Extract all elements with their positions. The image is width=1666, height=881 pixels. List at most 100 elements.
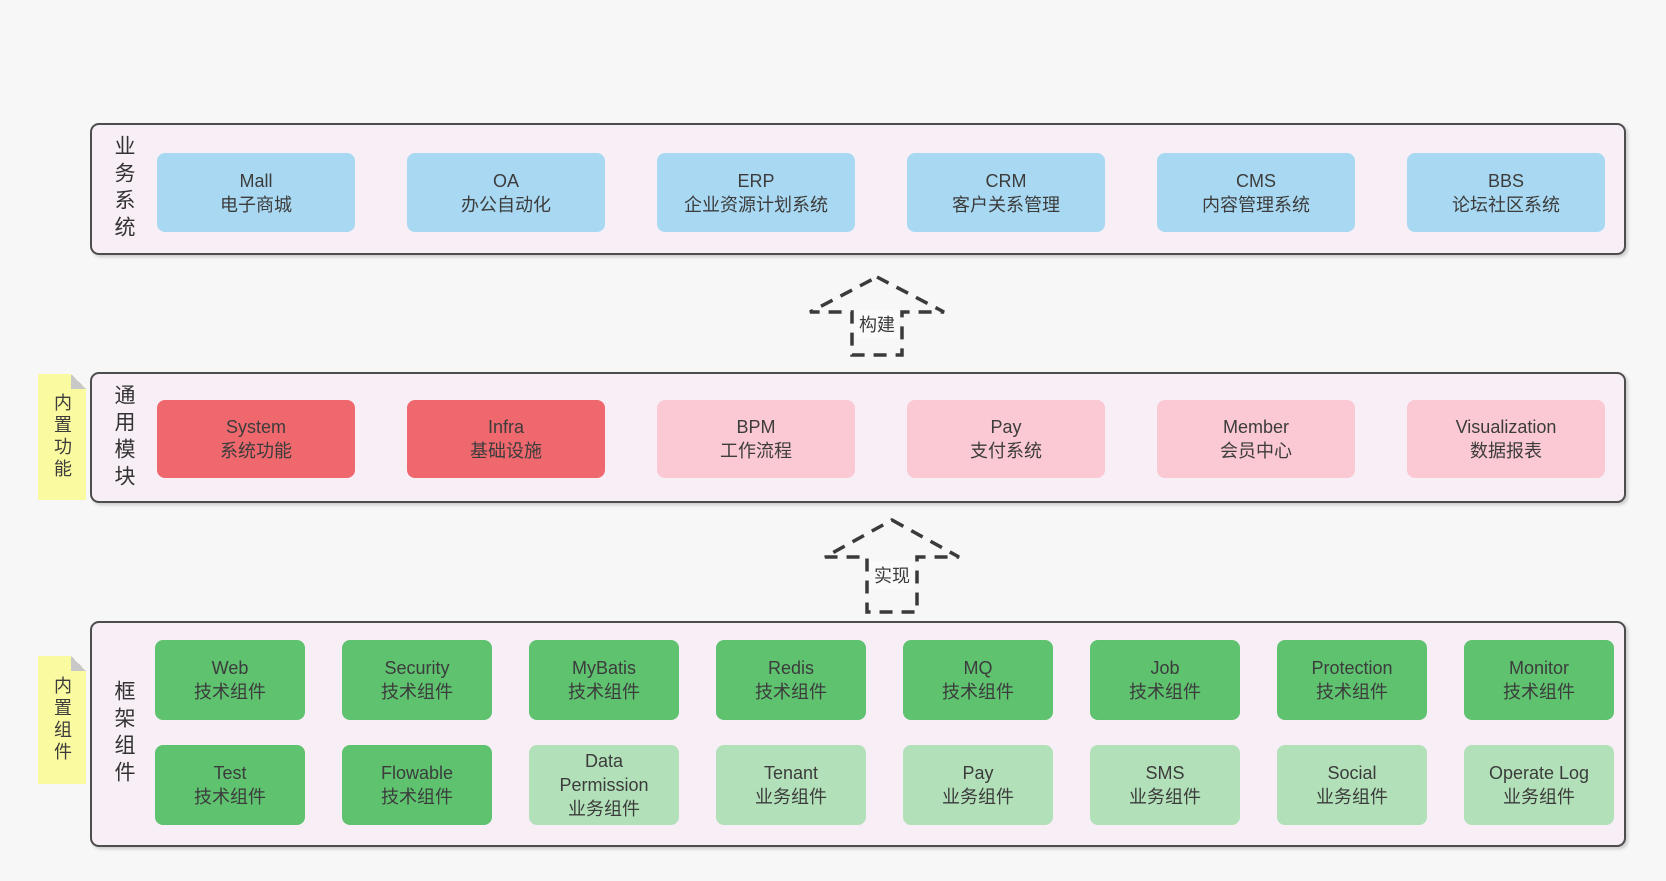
box-subtitle: 技术组件 [1316, 682, 1388, 702]
box-subtitle: 办公自动化 [461, 194, 551, 215]
box-pay-component: Pay 业务组件 [903, 745, 1053, 825]
box-subtitle: 电子商城 [220, 194, 292, 215]
box-bbs: BBS 论坛社区系统 [1407, 153, 1605, 232]
arrow-label-implement: 实现 [870, 561, 914, 589]
box-web: Web 技术组件 [155, 640, 305, 720]
box-cms: CMS 内容管理系统 [1157, 153, 1355, 232]
box-visualization: Visualization 数据报表 [1407, 400, 1605, 478]
sticky-fold-corner [71, 656, 86, 671]
up-block-arrow-icon [809, 275, 945, 357]
box-subtitle: 会员中心 [1220, 441, 1292, 461]
box-title: Social [1327, 763, 1377, 783]
box-pay-system: Pay 支付系统 [907, 400, 1105, 478]
box-subtitle: 技术组件 [381, 682, 453, 702]
band-label-common-modules: 通用模块 [112, 383, 135, 492]
box-mybatis: MyBatis 技术组件 [529, 640, 679, 720]
box-title: Protection [1311, 658, 1393, 678]
up-block-arrow-icon [824, 518, 960, 614]
box-title: Visualization [1455, 417, 1557, 437]
box-title: Flowable [380, 763, 454, 783]
box-bpm: BPM 工作流程 [657, 400, 855, 478]
box-title: MyBatis [571, 658, 636, 678]
box-title: Web [211, 658, 249, 678]
box-title: MQ [963, 658, 993, 678]
box-title: System [225, 417, 286, 437]
box-title: Member [1222, 417, 1289, 437]
box-oa: OA 办公自动化 [407, 153, 605, 232]
box-crm: CRM 客户关系管理 [907, 153, 1105, 232]
box-title: Monitor [1508, 658, 1570, 678]
box-subtitle: 论坛社区系统 [1452, 194, 1560, 215]
box-title: Pay [990, 417, 1022, 437]
band-business-systems: 业务系统 Mall 电子商城 OA 办公自动化 ERP 企业资源计划系统 CRM… [90, 123, 1626, 255]
box-title: Mall [239, 170, 273, 191]
box-title: Security [384, 658, 450, 678]
box-system: System 系统功能 [157, 400, 355, 478]
box-protection: Protection 技术组件 [1277, 640, 1427, 720]
box-title: BBS [1487, 170, 1525, 191]
sticky-note-builtin-components: 内置组件 [38, 656, 86, 784]
sticky-fold-corner [71, 374, 86, 389]
box-subtitle: 业务组件 [1129, 787, 1201, 807]
box-subtitle: 基础设施 [470, 441, 542, 461]
box-mq: MQ 技术组件 [903, 640, 1053, 720]
box-subtitle: 技术组件 [568, 682, 640, 702]
box-subtitle: 支付系统 [970, 441, 1042, 461]
box-subtitle: 技术组件 [942, 682, 1014, 702]
dashed-up-arrow-build: 构建 [807, 274, 947, 358]
arrow-label-build: 构建 [855, 310, 899, 338]
box-social: Social 业务组件 [1277, 745, 1427, 825]
box-title: OA [492, 170, 519, 191]
box-title: Job [1150, 658, 1180, 678]
sticky-note-builtin-features: 内置功能 [38, 374, 86, 500]
box-subtitle: 数据报表 [1470, 441, 1542, 461]
box-member: Member 会员中心 [1157, 400, 1355, 478]
box-security: Security 技术组件 [342, 640, 492, 720]
box-title: Pay [962, 763, 994, 783]
box-title: Operate Log [1488, 763, 1590, 783]
box-subtitle: 企业资源计划系统 [684, 194, 828, 215]
band-label-business-systems: 业务系统 [112, 135, 135, 243]
box-flowable: Flowable 技术组件 [342, 745, 492, 825]
dashed-up-arrow-implement: 实现 [822, 517, 962, 615]
box-redis: Redis 技术组件 [716, 640, 866, 720]
box-erp: ERP 企业资源计划系统 [657, 153, 855, 232]
box-subtitle: 系统功能 [220, 441, 292, 461]
box-title: BPM [736, 417, 776, 437]
box-subtitle: 业务组件 [568, 799, 640, 819]
box-job: Job 技术组件 [1090, 640, 1240, 720]
box-title: Data Permission [559, 751, 649, 795]
box-title: Redis [767, 658, 815, 678]
box-title: Test [213, 763, 247, 783]
box-subtitle: 技术组件 [194, 682, 266, 702]
box-subtitle: 客户关系管理 [952, 194, 1060, 215]
box-subtitle: 业务组件 [942, 787, 1014, 807]
box-subtitle: 技术组件 [1503, 682, 1575, 702]
box-tenant: Tenant 业务组件 [716, 745, 866, 825]
box-subtitle: 业务组件 [1503, 787, 1575, 807]
box-title: Tenant [763, 763, 819, 783]
box-operate-log: Operate Log 业务组件 [1464, 745, 1614, 825]
band-label-framework-components: 框架组件 [112, 680, 135, 788]
box-subtitle: 技术组件 [1129, 682, 1201, 702]
box-infra: Infra 基础设施 [407, 400, 605, 478]
box-monitor: Monitor 技术组件 [1464, 640, 1614, 720]
box-data-permission: Data Permission 业务组件 [529, 745, 679, 825]
box-title: CRM [985, 170, 1027, 191]
box-subtitle: 技术组件 [755, 682, 827, 702]
box-subtitle: 工作流程 [720, 441, 792, 461]
band-framework-components: 框架组件 Web 技术组件 Security 技术组件 MyBatis 技术组件… [90, 621, 1626, 847]
box-title: ERP [737, 170, 775, 191]
box-title: CMS [1236, 170, 1276, 191]
band-common-modules: 通用模块 System 系统功能 Infra 基础设施 BPM 工作流程 Pay… [90, 372, 1626, 503]
box-subtitle: 技术组件 [381, 787, 453, 807]
box-title: Infra [487, 417, 525, 437]
box-mall: Mall 电子商城 [157, 153, 355, 232]
box-sms: SMS 业务组件 [1090, 745, 1240, 825]
box-subtitle: 业务组件 [1316, 787, 1388, 807]
box-subtitle: 技术组件 [194, 787, 266, 807]
box-test: Test 技术组件 [155, 745, 305, 825]
box-subtitle: 内容管理系统 [1202, 194, 1310, 215]
box-subtitle: 业务组件 [755, 787, 827, 807]
